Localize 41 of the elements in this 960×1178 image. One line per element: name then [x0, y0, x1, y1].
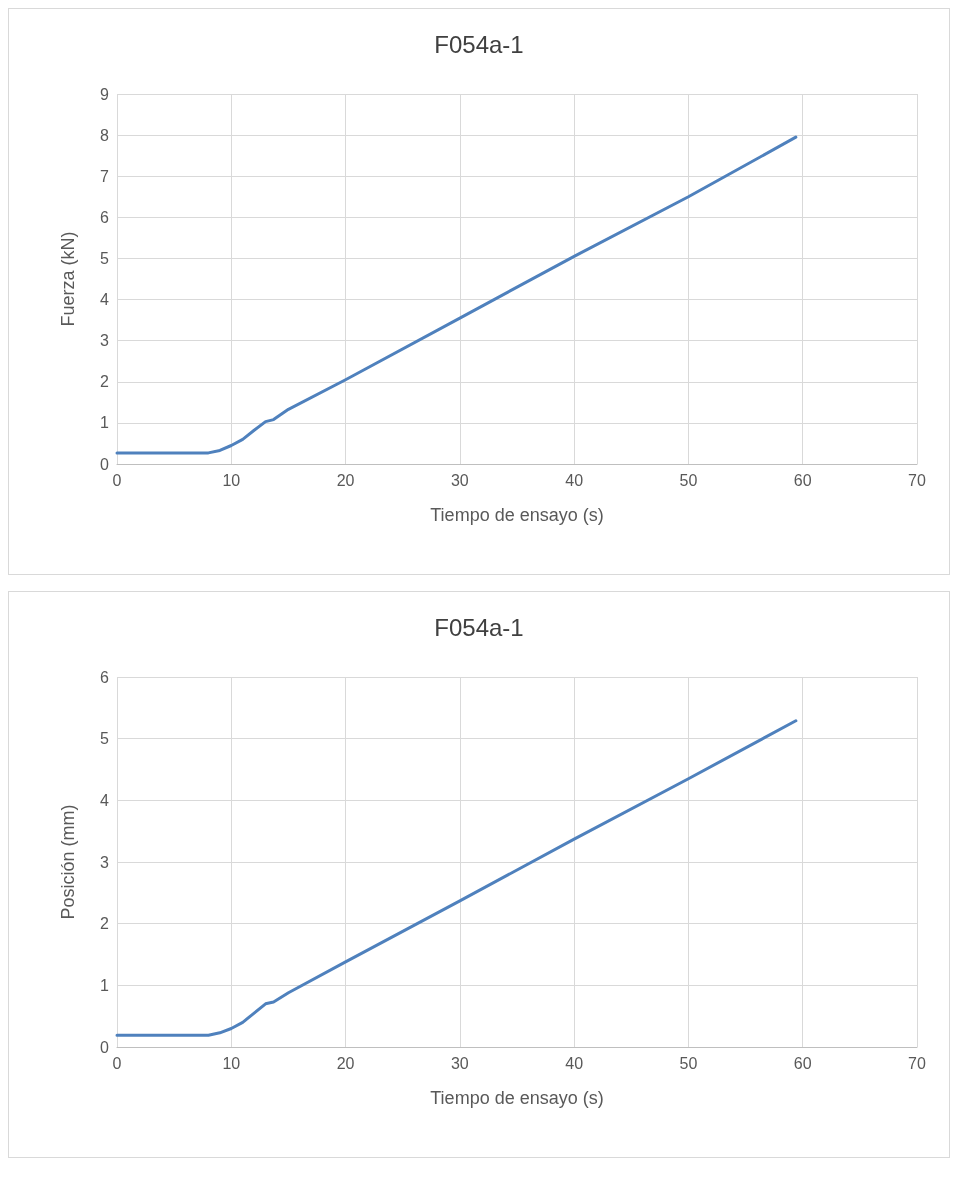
y-tick-label: 1 — [100, 414, 110, 432]
x-tick-label: 70 — [908, 471, 926, 489]
y-tick-label: 2 — [100, 373, 110, 391]
x-tick-label: 0 — [112, 1054, 122, 1072]
y-tick-label: 1 — [100, 976, 110, 994]
line-series — [115, 135, 798, 455]
chart-title: F054a-1 — [434, 30, 524, 58]
x-tick-label: 10 — [222, 471, 241, 489]
line-series — [115, 719, 798, 1037]
y-tick-label: 3 — [100, 332, 110, 350]
y-tick-label: 8 — [100, 126, 110, 144]
y-tick-label: 9 — [100, 85, 110, 103]
y-tick-label: 3 — [100, 853, 110, 871]
x-tick-label: 50 — [679, 471, 698, 489]
y-tick-label: 5 — [100, 249, 110, 267]
x-tick-label: 60 — [793, 471, 812, 489]
y-tick-label: 4 — [100, 291, 110, 309]
y-tick-label: 6 — [100, 668, 110, 686]
x-axis-title: Tiempo de ensayo (s) — [430, 1088, 604, 1108]
y-tick-label: 6 — [100, 208, 110, 226]
x-tick-label: 30 — [450, 471, 469, 489]
y-axis-title: Fuerza (kN) — [58, 231, 78, 327]
x-tick-label: 30 — [450, 1054, 469, 1072]
y-tick-label: 0 — [100, 455, 110, 473]
x-tick-label: 60 — [793, 1054, 812, 1072]
x-tick-label: 10 — [222, 1054, 241, 1072]
x-tick-label: 20 — [336, 471, 355, 489]
y-tick-label: 4 — [100, 791, 110, 809]
x-tick-label: 50 — [679, 1054, 698, 1072]
x-tick-label: 40 — [565, 471, 584, 489]
y-tick-label: 5 — [100, 730, 110, 748]
x-tick-label: 20 — [336, 1054, 355, 1072]
x-tick-label: 40 — [565, 1054, 584, 1072]
x-tick-label: 70 — [908, 1054, 926, 1072]
y-tick-label: 0 — [100, 1038, 110, 1056]
x-tick-label: 0 — [112, 471, 122, 489]
y-tick-label: 7 — [100, 167, 110, 185]
y-tick-label: 2 — [100, 915, 110, 933]
x-axis-title: Tiempo de ensayo (s) — [430, 505, 604, 525]
y-axis-title: Posición (mm) — [58, 804, 78, 920]
chart-title: F054a-1 — [434, 613, 524, 641]
